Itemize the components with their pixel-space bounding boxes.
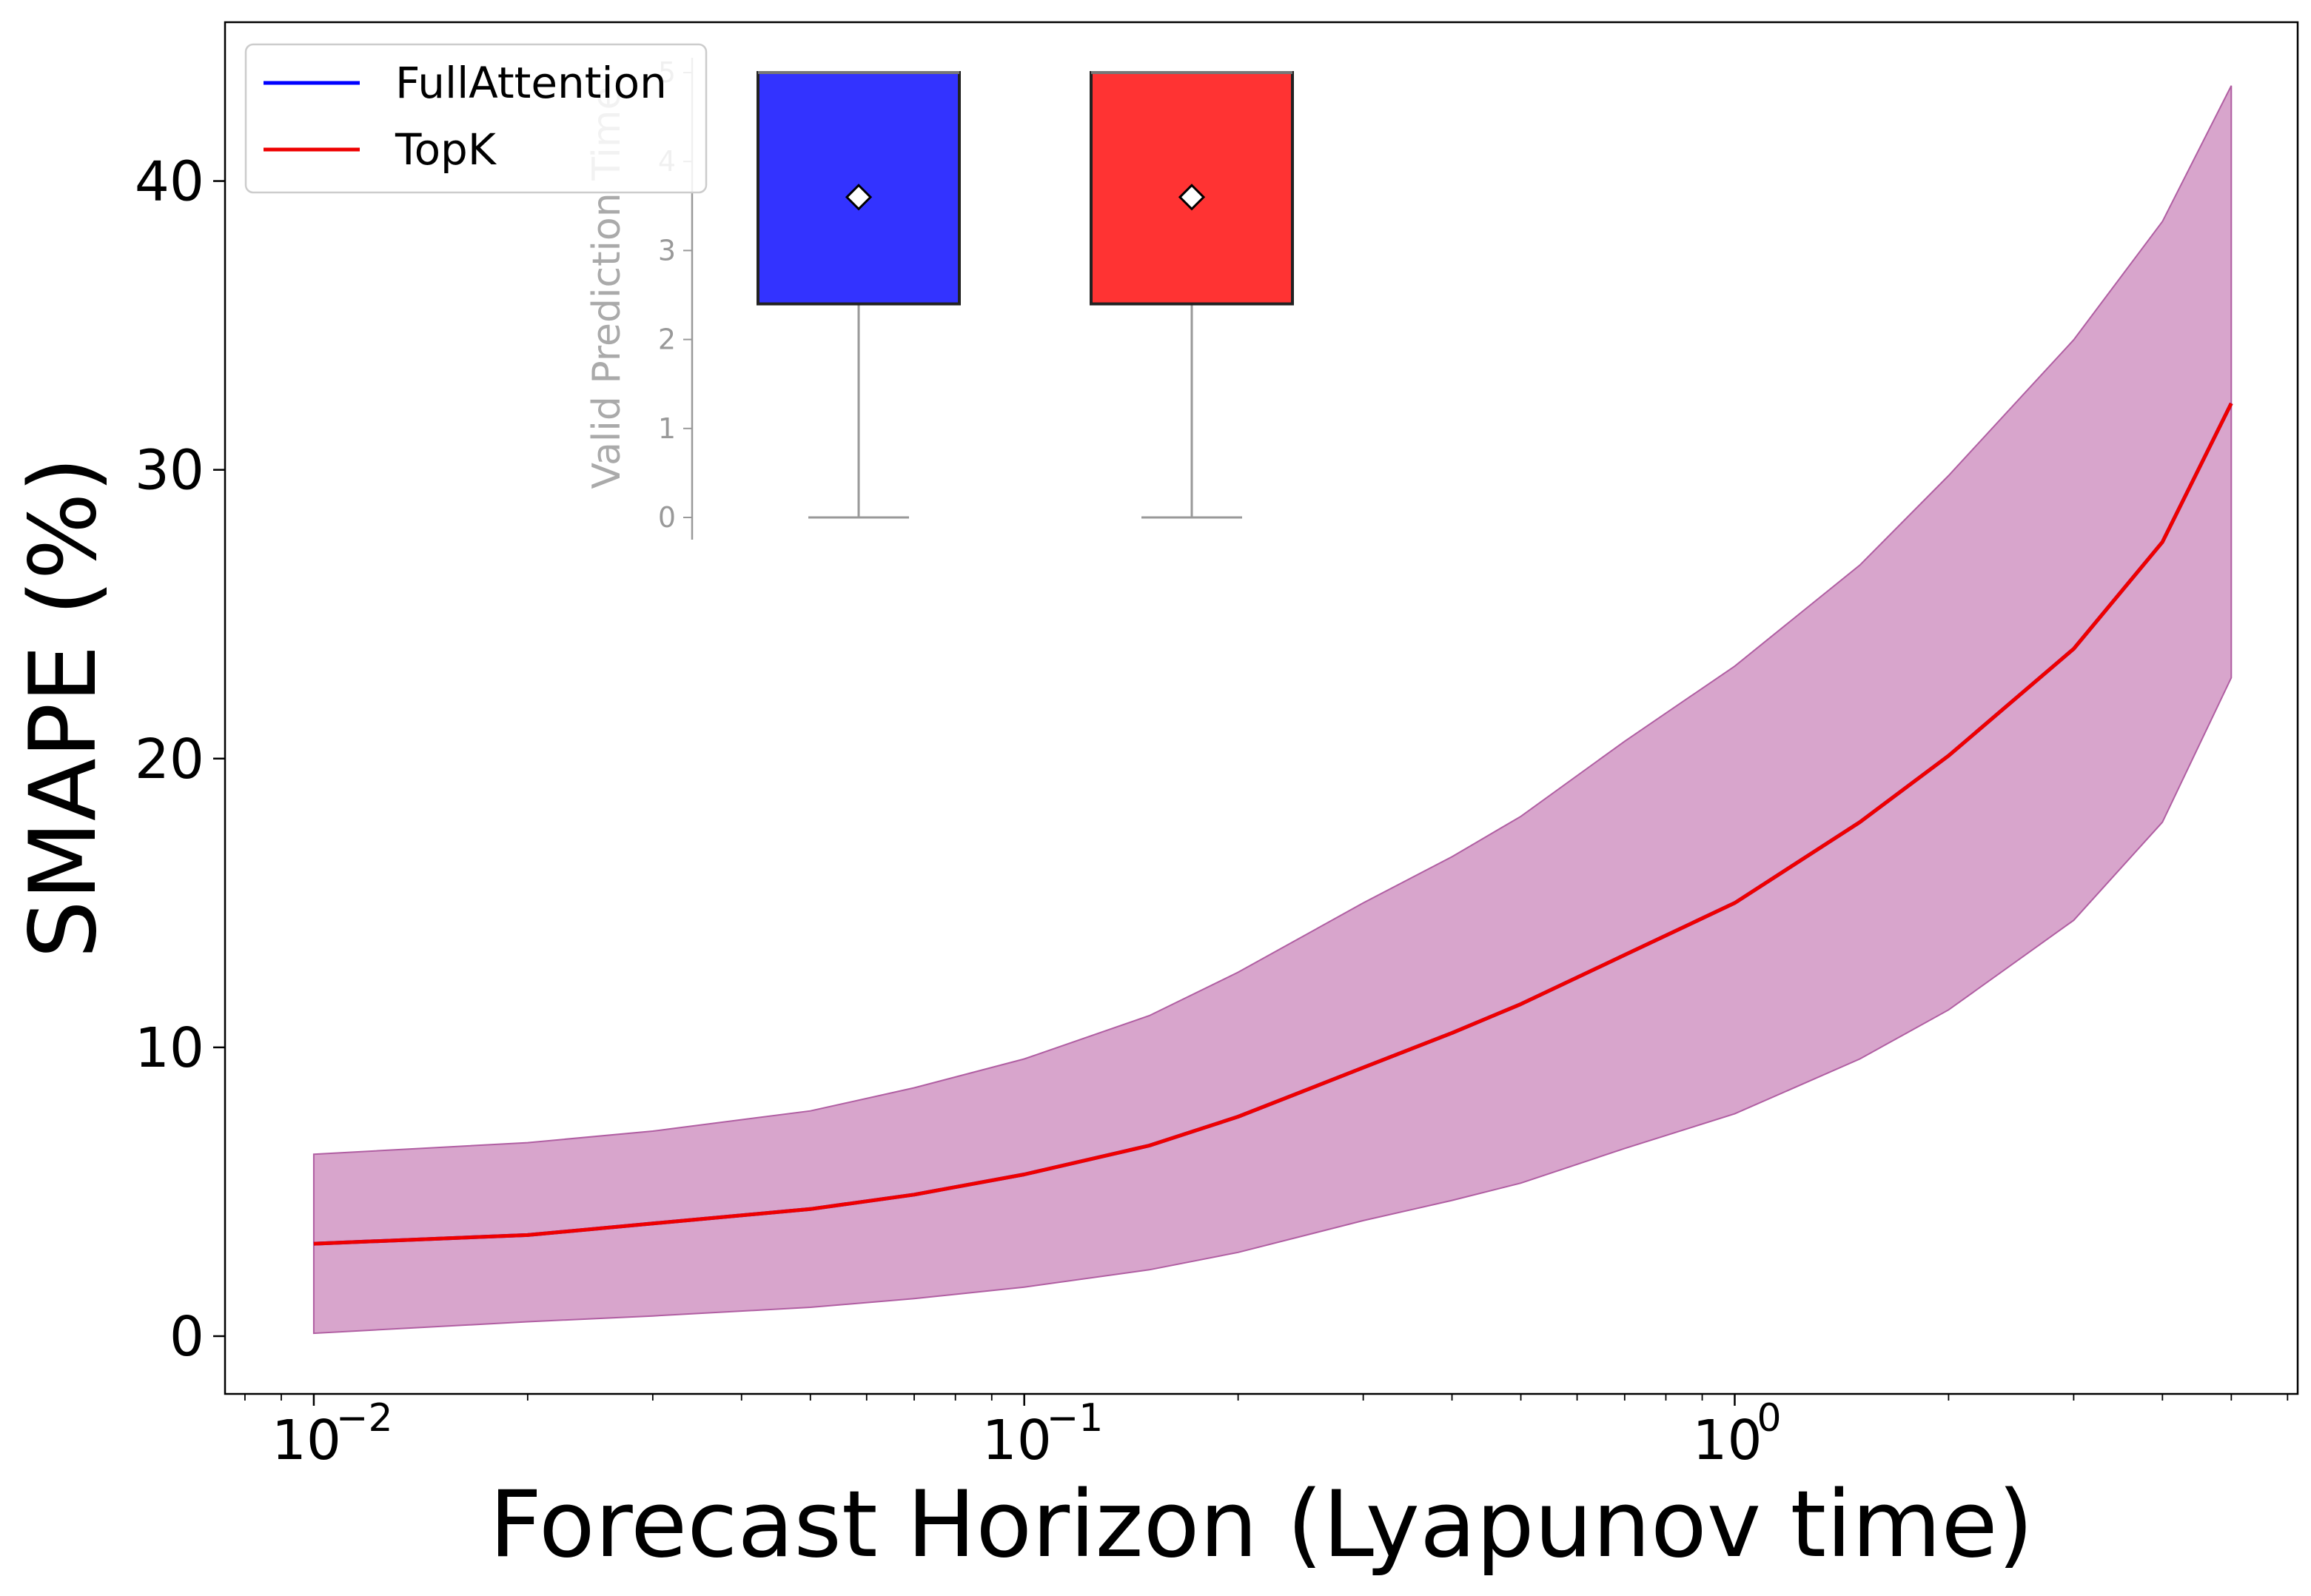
inset-y-tick-label: 0	[658, 501, 676, 534]
legend-label-topk: TopK	[395, 124, 497, 175]
series-lines-layer	[313, 402, 2233, 1246]
inset-y-tick-label: 3	[658, 234, 676, 266]
plot-frame	[224, 21, 2299, 1395]
confidence-band	[312, 85, 2233, 1335]
inset-mean-marker-fullattention	[845, 184, 873, 211]
x-tick-exponent: −2	[336, 1396, 393, 1441]
y-axis-label: SMAPE (%)	[10, 457, 117, 959]
x-tick-label: 10	[1692, 1409, 1762, 1472]
confidence-band-layer	[312, 85, 2233, 1335]
legend: FullAttention TopK	[244, 43, 708, 194]
y-tick-label: 0	[170, 1305, 204, 1369]
inset-boxplot: 012345Valid Prediction Time	[585, 56, 1294, 540]
y-axis-ticks: 0 10 20 30 40	[135, 150, 225, 1369]
inset-y-tick-label: 2	[658, 323, 676, 356]
inset-mean-marker-topk	[1178, 184, 1206, 211]
inset-y-tick-label: 1	[658, 412, 676, 445]
legend-label-fullattention: FullAttention	[395, 58, 667, 108]
x-tick-exponent: −1	[1047, 1396, 1104, 1441]
legend-frame	[244, 43, 708, 194]
y-tick-label: 30	[135, 439, 204, 503]
x-tick-label: 10	[982, 1409, 1052, 1472]
y-tick-label: 10	[135, 1016, 204, 1080]
x-tick-exponent: 0	[1757, 1396, 1781, 1441]
x-axis-ticks: 10−2 10−1 100	[244, 1394, 2289, 1472]
x-axis-label: Forecast Horizon (Lyapunov time)	[489, 1472, 2033, 1578]
series-line-topk	[313, 402, 2233, 1246]
y-tick-label: 20	[135, 728, 204, 791]
x-tick-label: 10	[272, 1409, 341, 1472]
y-tick-label: 40	[135, 150, 204, 214]
